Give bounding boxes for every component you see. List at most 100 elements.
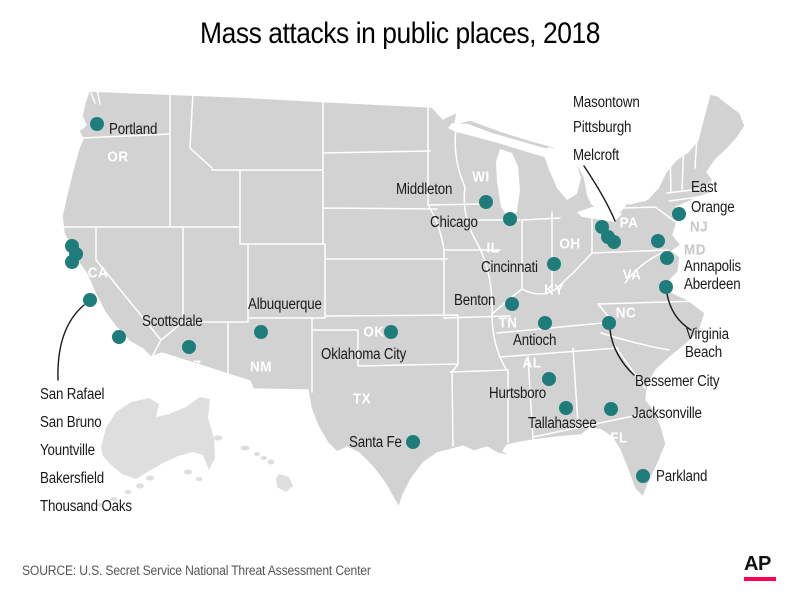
city-label-virginia-beach-line1: Virginia: [686, 326, 729, 343]
city-label-antioch: Antioch: [513, 332, 557, 349]
dot-cincinnati: [547, 257, 561, 271]
ap-logo-text: AP: [744, 553, 771, 575]
state-label-al: AL: [522, 354, 542, 372]
dot-east-orange: [672, 207, 686, 221]
state-label-wi: WI: [472, 168, 490, 186]
state-label-fl: FL: [610, 429, 628, 447]
dot-tallahassee: [559, 401, 573, 415]
state-label-il: IL: [486, 239, 500, 257]
dot-scottsdale: [182, 340, 196, 354]
lake-huron: [544, 147, 581, 200]
aleutian-island: [124, 490, 132, 494]
city-label-tallahassee: Tallahassee: [528, 415, 597, 432]
city-label-albuquerque: Albuquerque: [248, 296, 322, 313]
state-label-az: AZ: [182, 357, 202, 375]
aleutian-island: [97, 503, 103, 507]
dot-albuquerque: [254, 325, 268, 339]
leader-line-bessemer-city: [609, 329, 635, 376]
ap-logo-underline: [744, 577, 776, 581]
state-label-ok: OK: [363, 323, 385, 341]
city-label-aberdeen: Aberdeen: [684, 276, 741, 293]
city-label-masontown: Masontown: [573, 94, 640, 111]
city-label-yountville: Yountville: [40, 442, 95, 459]
city-label-pittsburgh: Pittsburgh: [573, 119, 632, 136]
lake-superior: [448, 123, 556, 158]
dot-middleton: [479, 195, 493, 209]
city-label-east-orange-line1: East: [691, 179, 717, 196]
city-label-east-orange-line2: Orange: [691, 199, 735, 216]
city-label-jacksonville: Jacksonville: [632, 405, 702, 422]
state-label-pa: PA: [619, 214, 639, 232]
state-borders: [63, 89, 711, 447]
leader-lines: [57, 165, 692, 381]
dot-virginia-beach: [659, 280, 673, 294]
state-label-nj: NJ: [689, 218, 709, 236]
source-credit: SOURCE: U.S. Secret Service National Thr…: [22, 563, 371, 578]
dot-aberdeen: [651, 234, 665, 248]
city-label-portland: Portland: [109, 121, 158, 138]
dot-chicago: [503, 212, 517, 226]
hawaii-island: [254, 452, 260, 456]
dot-portland: [90, 117, 104, 131]
great-lakes: [448, 123, 652, 222]
city-label-annapolis: Annapolis: [684, 258, 742, 275]
state-label-or: OR: [107, 148, 129, 166]
city-label-san-rafael: San Rafael: [40, 386, 105, 403]
alaska-silhouette: [101, 397, 215, 479]
state-label-va: VA: [622, 266, 642, 284]
leader-line-california-list: [57, 304, 85, 381]
attack-dots-layer: [65, 117, 686, 483]
alaska-hawaii-insets: [97, 397, 293, 507]
city-label-cincinnati: Cincinnati: [481, 259, 538, 276]
hawaii-island: [261, 456, 267, 460]
leader-line-pittsburgh-cluster: [583, 165, 616, 222]
city-label-santa-fe: Santa Fe: [349, 434, 402, 451]
hawaii-island: [240, 445, 250, 451]
city-label-virginia-beach-line2: Beach: [685, 344, 722, 361]
page-title: Mass attacks in public places, 2018: [200, 17, 600, 50]
dot-parkland: [636, 469, 650, 483]
city-label-benton: Benton: [454, 292, 496, 309]
aleutian-island: [110, 497, 118, 501]
state-label-ca: CA: [87, 264, 109, 282]
state-label-ky: KY: [544, 281, 564, 299]
dot-benton: [505, 297, 519, 311]
aleutian-island: [184, 469, 192, 475]
city-label-scottsdale: Scottsdale: [142, 313, 203, 330]
hawaii-island: [267, 459, 275, 465]
dot-santa-fe: [406, 435, 420, 449]
city-label-san-bruno: San Bruno: [40, 414, 102, 431]
dot-annapolis: [660, 251, 674, 265]
aleutian-island: [195, 477, 203, 481]
city-label-thousand-oaks: Thousand Oaks: [40, 498, 132, 515]
hawaii-island: [213, 435, 223, 441]
dot-oklahoma-city: [384, 325, 398, 339]
hawaii-big-island: [276, 474, 293, 492]
state-label-tx: TX: [352, 390, 372, 408]
dot-antioch: [538, 316, 552, 330]
city-label-middleton: Middleton: [396, 181, 453, 198]
city-label-bessemer-city: Bessemer City: [635, 373, 720, 390]
city-label-melcroft: Melcroft: [573, 147, 620, 164]
state-label-nm: NM: [250, 358, 272, 376]
state-label-nc: NC: [615, 304, 637, 322]
aleutian-island: [146, 475, 154, 481]
city-label-bakersfield: Bakersfield: [40, 470, 105, 487]
city-label-parkland: Parkland: [656, 468, 708, 485]
dot-yountville: [65, 255, 79, 269]
state-label-oh: OH: [559, 235, 581, 253]
state-label-md: MD: [684, 241, 706, 259]
state-label-tn: TN: [498, 314, 518, 332]
ap-logo: AP: [744, 554, 778, 581]
dot-jacksonville: [604, 402, 618, 416]
dot-hurtsboro: [542, 372, 556, 386]
city-label-hurtsboro: Hurtsboro: [489, 385, 546, 402]
aleutian-island: [136, 483, 144, 489]
dot-bakersfield: [83, 293, 97, 307]
city-label-oklahoma-city: Oklahoma City: [321, 346, 407, 363]
dot-melcroft: [607, 235, 621, 249]
city-label-chicago: Chicago: [430, 214, 478, 231]
lake-michigan: [496, 149, 520, 219]
